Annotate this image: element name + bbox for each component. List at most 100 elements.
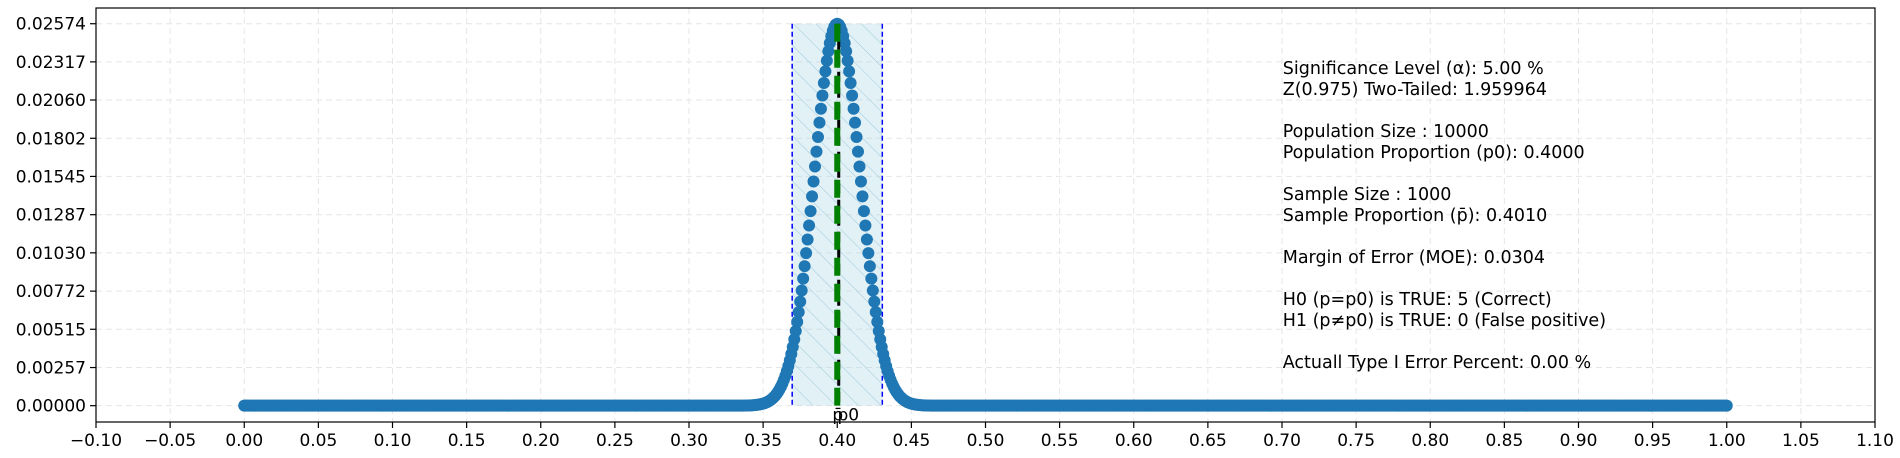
data-point bbox=[789, 324, 802, 337]
annotation-line: Population Proportion (p0): 0.4000 bbox=[1283, 143, 1585, 163]
x-tick-label: 0.85 bbox=[1485, 431, 1523, 451]
annotation-line: Population Size : 10000 bbox=[1283, 122, 1489, 142]
x-tick-label: 1.00 bbox=[1708, 431, 1746, 451]
y-tick-label: 0.01802 bbox=[16, 129, 86, 149]
y-tick-label: 0.01030 bbox=[16, 244, 86, 264]
data-point bbox=[798, 260, 811, 273]
data-point bbox=[854, 175, 867, 188]
x-tick-label: 0.55 bbox=[1041, 431, 1079, 451]
y-tick-label: 0.01287 bbox=[16, 206, 86, 226]
data-point bbox=[850, 130, 863, 143]
data-point bbox=[800, 247, 813, 260]
data-point bbox=[820, 54, 833, 67]
line-markers: p̄p0 bbox=[832, 406, 859, 426]
data-point bbox=[819, 65, 832, 78]
data-point bbox=[869, 306, 882, 319]
x-tick-label: 0.95 bbox=[1634, 431, 1672, 451]
y-tick-label: 0.02060 bbox=[16, 91, 86, 111]
data-point bbox=[810, 145, 823, 158]
data-point bbox=[852, 145, 864, 158]
y-tick-label: 0.01545 bbox=[16, 167, 86, 187]
data-point bbox=[843, 65, 856, 78]
x-tick-label: 0.05 bbox=[299, 431, 337, 451]
x-tick-label: 1.05 bbox=[1782, 431, 1820, 451]
data-point bbox=[857, 205, 870, 218]
x-tick-label: 0.65 bbox=[1189, 431, 1227, 451]
y-tick-label: 0.00257 bbox=[16, 359, 86, 379]
data-point bbox=[797, 272, 810, 285]
annotation-line: H1 (p≠p0) is TRUE: 0 (False positive) bbox=[1283, 311, 1606, 331]
data-point bbox=[853, 160, 866, 173]
annotation-block: Significance Level (α): 5.00 %Z(0.975) T… bbox=[1283, 59, 1606, 373]
data-point bbox=[866, 284, 879, 297]
data-point bbox=[856, 190, 869, 203]
annotation-line: Actuall Type I Error Percent: 0.00 % bbox=[1283, 353, 1591, 373]
x-tick-label: 0.80 bbox=[1411, 431, 1449, 451]
x-tick-label: 0.00 bbox=[225, 431, 263, 451]
y-tick-label: 0.00772 bbox=[16, 282, 86, 302]
x-tick-label: 0.15 bbox=[448, 431, 486, 451]
data-point bbox=[791, 315, 804, 328]
data-point bbox=[795, 284, 808, 297]
data-point bbox=[847, 102, 860, 115]
data-point bbox=[794, 295, 807, 308]
data-point bbox=[840, 45, 853, 58]
x-tick-label: 0.45 bbox=[892, 431, 930, 451]
data-point bbox=[814, 102, 827, 115]
data-point bbox=[801, 233, 814, 246]
x-tick-label: 0.40 bbox=[818, 431, 856, 451]
axes bbox=[90, 7, 1876, 428]
data-point bbox=[817, 76, 830, 89]
annotation-line: Sample Size : 1000 bbox=[1283, 185, 1452, 205]
data-point bbox=[792, 306, 805, 319]
data-point bbox=[859, 219, 872, 232]
x-tick-label: 0.75 bbox=[1337, 431, 1375, 451]
data-point bbox=[849, 116, 862, 129]
data-point bbox=[844, 76, 857, 89]
x-tick-label: 0.60 bbox=[1115, 431, 1153, 451]
x-tick-label: −0.10 bbox=[70, 431, 122, 451]
data-point bbox=[841, 54, 854, 67]
data-point bbox=[813, 116, 826, 129]
y-tick-label: 0.02317 bbox=[16, 53, 86, 73]
data-point bbox=[871, 315, 884, 328]
data-point bbox=[804, 205, 817, 218]
grid bbox=[95, 8, 1876, 422]
data-point bbox=[816, 89, 829, 102]
annotation-line: Z(0.975) Two-Tailed: 1.959964 bbox=[1283, 80, 1547, 100]
x-tick-label: 0.70 bbox=[1263, 431, 1301, 451]
data-point bbox=[846, 89, 859, 102]
data-point bbox=[862, 247, 875, 260]
y-tick-label: 0.00515 bbox=[16, 320, 86, 340]
p-hat-marker: p̄ bbox=[832, 406, 843, 426]
x-tick-label: 1.10 bbox=[1856, 431, 1894, 451]
y-tick-label: 0.00000 bbox=[16, 397, 86, 417]
data-point bbox=[860, 233, 873, 246]
x-tick-label: 0.30 bbox=[670, 431, 708, 451]
data-point bbox=[863, 260, 876, 273]
annotation-line: H0 (p=p0) is TRUE: 5 (Correct) bbox=[1283, 290, 1552, 310]
data-point bbox=[1720, 399, 1733, 412]
data-point bbox=[809, 160, 822, 173]
data-point bbox=[803, 219, 816, 232]
annotation-line: Margin of Error (MOE): 0.0304 bbox=[1283, 248, 1545, 268]
x-tick-label: 0.35 bbox=[744, 431, 782, 451]
x-tick-label: 0.20 bbox=[522, 431, 560, 451]
data-point bbox=[811, 130, 824, 143]
annotation-line: Significance Level (α): 5.00 % bbox=[1283, 59, 1544, 79]
data-point bbox=[807, 175, 820, 188]
data-point bbox=[806, 190, 819, 203]
annotation-line: Sample Proportion (p̄): 0.4010 bbox=[1283, 206, 1548, 226]
x-tick-label: 0.50 bbox=[967, 431, 1005, 451]
x-tick-label: 0.25 bbox=[596, 431, 634, 451]
y-tick-label: 0.02574 bbox=[16, 15, 86, 35]
p0-marker: p0 bbox=[837, 406, 859, 426]
data-points bbox=[238, 17, 1733, 412]
data-point bbox=[868, 295, 881, 308]
tick-labels: −0.10 −0.05 0.00 0.05 0.10 0.15 0.20 0.25 0.30 0.… bbox=[16, 15, 1894, 451]
x-tick-label: 0.90 bbox=[1560, 431, 1598, 451]
data-point bbox=[865, 272, 878, 285]
x-tick-label: 0.10 bbox=[374, 431, 412, 451]
x-tick-label: −0.05 bbox=[144, 431, 196, 451]
